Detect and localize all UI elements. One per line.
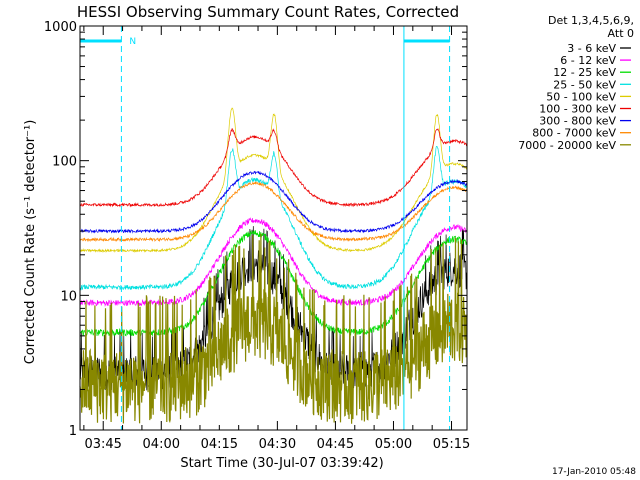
chart-title: HESSI Observing Summary Count Rates, Cor… — [77, 3, 459, 21]
series-line — [79, 226, 468, 391]
plot-frame — [79, 25, 468, 431]
legend-entry-label: 100 - 300 keV — [539, 103, 616, 116]
series-line — [79, 181, 468, 243]
series-line — [79, 170, 468, 234]
footer-timestamp: 17-Jan-2010 05:48 — [552, 467, 636, 477]
series-line — [79, 146, 468, 291]
x-axis-label: Start Time (30-Jul-07 03:39:42) — [180, 456, 383, 471]
series-line — [79, 217, 468, 307]
saa-flags: N — [80, 26, 451, 430]
y-axis: 1 10 100 1000 — [44, 20, 467, 439]
legend-entry-label: 25 - 50 keV — [553, 78, 616, 91]
legend-entry-label: 800 - 7000 keV — [532, 127, 616, 140]
x-tick-label: 05:00 — [375, 437, 412, 452]
x-tick-label: 04:00 — [143, 437, 180, 452]
series-line — [79, 233, 468, 424]
legend-entry-label: 3 - 6 keV — [567, 42, 616, 55]
x-tick-label: 03:45 — [84, 437, 121, 452]
series-line — [79, 229, 468, 338]
series-line — [79, 107, 468, 254]
x-tick-label: 04:15 — [201, 437, 238, 452]
legend-entry-label: 6 - 12 keV — [560, 54, 616, 67]
x-axis: 03:45 04:00 04:15 04:30 04:45 05:00 05:15 — [83, 26, 470, 452]
legend-header-detectors: Det 1,3,4,5,6,9, — [548, 14, 634, 27]
series-layer — [79, 107, 468, 424]
saa-flag-label: N — [129, 37, 136, 47]
legend-entry-label: 300 - 800 keV — [539, 115, 616, 128]
x-tick-label: 04:30 — [259, 437, 296, 452]
x-tick-label: 04:45 — [317, 437, 354, 452]
legend-entry-label: 7000 - 20000 keV — [518, 139, 616, 152]
y-tick-label: 10 — [60, 289, 77, 304]
legend-header-attenuator: Att 0 — [608, 27, 634, 40]
y-axis-label: Corrected Count Rate (s⁻¹ detector⁻¹) — [23, 120, 38, 365]
legend-entry-label: 12 - 25 keV — [553, 66, 616, 79]
legend-entry-label: 50 - 100 keV — [546, 90, 616, 103]
x-tick-label: 05:15 — [433, 437, 470, 452]
y-tick-label: 100 — [52, 155, 77, 170]
series-line — [79, 128, 468, 208]
y-tick-label: 1000 — [44, 20, 77, 35]
y-tick-label: 1 — [69, 424, 77, 439]
